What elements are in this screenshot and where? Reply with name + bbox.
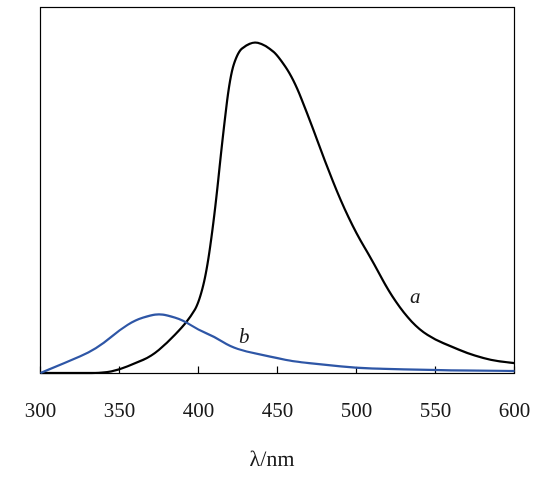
x-tick-label-300: 300 (25, 398, 57, 422)
x-axis-label: λ/nm (250, 446, 295, 471)
x-tick-label-600: 600 (499, 398, 531, 422)
series-line-a (40, 41, 515, 375)
series-line-b (40, 313, 515, 375)
x-tick-label-550: 550 (420, 398, 452, 422)
series-label-a: a (410, 284, 421, 308)
plot-frame (39, 6, 516, 375)
x-tick-label-400: 400 (183, 398, 215, 422)
x-tick-labels: 300 350 400 450 500 550 600 (25, 398, 531, 422)
x-tick-label-500: 500 (341, 398, 373, 422)
x-tick-label-350: 350 (104, 398, 136, 422)
series-group (40, 41, 515, 375)
x-tick-label-450: 450 (262, 398, 294, 422)
series-label-b: b (239, 324, 250, 348)
